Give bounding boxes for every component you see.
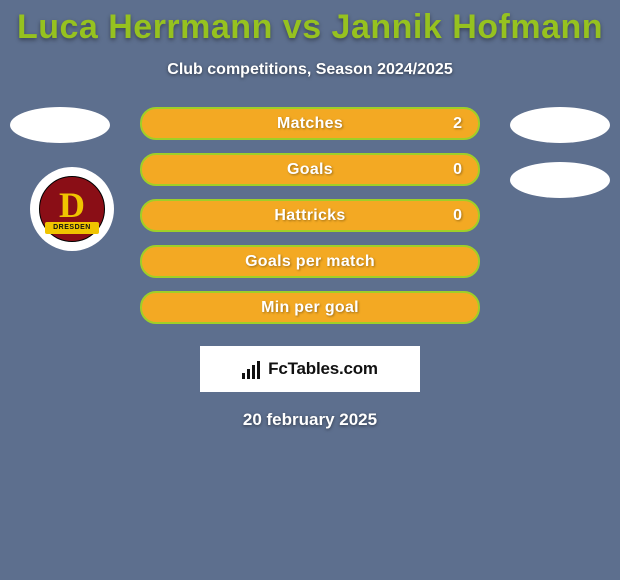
club-badge-banner: DRESDEN [45,222,99,234]
page-title: Luca Herrmann vs Jannik Hofmann [0,0,620,47]
stat-value: 2 [453,115,462,133]
stat-label: Min per goal [261,299,359,317]
stat-row-goals: Goals 0 [140,153,480,186]
club-badge-letter: D [59,184,85,226]
stat-label: Hattricks [274,207,345,225]
player1-avatar-placeholder [10,107,110,143]
stat-label: Goals [287,161,333,179]
comparison-layout: D DRESDEN Matches 2 Goals 0 Hattricks 0 … [0,107,620,430]
stat-label: Matches [277,115,343,133]
fctables-watermark: FcTables.com [200,346,420,392]
subtitle: Club competitions, Season 2024/2025 [0,61,620,79]
stat-row-matches: Matches 2 [140,107,480,140]
player2-club-placeholder [510,162,610,198]
stat-row-goals-per-match: Goals per match [140,245,480,278]
player2-avatar-placeholder [510,107,610,143]
stat-label: Goals per match [245,253,375,271]
stats-list: Matches 2 Goals 0 Hattricks 0 Goals per … [140,107,480,324]
stat-row-hattricks: Hattricks 0 [140,199,480,232]
date-line: 20 february 2025 [0,410,620,430]
fctables-label: FcTables.com [268,359,378,379]
bar-chart-icon [242,359,262,379]
stat-value: 0 [453,161,462,179]
stat-value: 0 [453,207,462,225]
stat-row-min-per-goal: Min per goal [140,291,480,324]
player1-club-badge: D DRESDEN [30,167,114,251]
